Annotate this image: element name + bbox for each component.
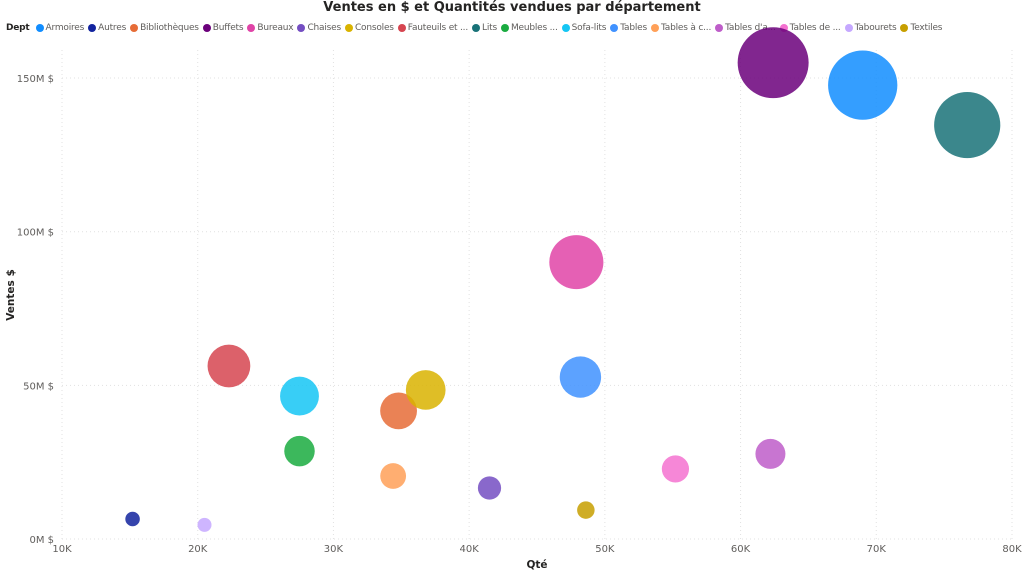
legend-dot-icon (900, 24, 909, 32)
legend-item[interactable]: Autres (88, 23, 126, 33)
legend-item[interactable]: Armoires (35, 23, 85, 33)
y-tick-label: 50M $ (23, 381, 54, 392)
legend-item[interactable]: Tables (610, 23, 647, 33)
x-tick-label: 50K (595, 544, 615, 555)
legend-label: Fauteuils et ... (407, 23, 468, 33)
legend-dot-icon (247, 24, 256, 32)
bubble-textiles[interactable] (577, 501, 595, 519)
legend-dot-icon (202, 24, 211, 32)
legend-title: Dept (6, 23, 30, 33)
bubble-meubles[interactable] (284, 435, 315, 467)
legend-label: Tables d'a... (725, 23, 776, 33)
legend-label: Tabourets (854, 23, 897, 33)
bubble-sofa-lits[interactable] (280, 376, 319, 416)
chart-title: Ventes en $ et Quantités vendues par dép… (323, 0, 701, 15)
legend-item[interactable]: Tables d'a... (715, 23, 776, 33)
bubble-tabourets[interactable] (197, 517, 212, 532)
legend-dot-icon (297, 24, 306, 32)
y-tick-label: 150M $ (17, 74, 54, 85)
legend-dot-icon (472, 24, 480, 32)
legend-item[interactable]: Tabourets (844, 23, 897, 33)
legend-dot-icon (715, 24, 724, 32)
legend-label: Tables (620, 23, 647, 33)
x-tick-label: 20K (188, 544, 208, 555)
legend-dot-icon (500, 24, 509, 32)
bubble-biblioth-ques[interactable] (380, 392, 417, 430)
legend-dot-icon (650, 24, 659, 32)
legend-dot-icon (779, 24, 788, 32)
legend-dot-icon (130, 24, 139, 32)
bubble-fauteuils-et[interactable] (207, 344, 251, 388)
legend-label: Autres (98, 23, 127, 33)
x-tick-label: 80K (1002, 544, 1022, 555)
legend-item[interactable]: Chaises (297, 23, 341, 33)
legend-item[interactable]: Meubles ... (500, 23, 558, 33)
legend-dot-icon (844, 24, 853, 32)
legend-item[interactable]: Textiles (900, 23, 943, 33)
legend-dot-icon (610, 24, 619, 32)
legend-label: Tables à c... (660, 23, 712, 33)
bubble-consoles[interactable] (405, 370, 446, 410)
legend-item[interactable]: Sofa-lits (561, 23, 607, 33)
legend-item[interactable]: Bibliothèques (130, 23, 199, 33)
legend-item[interactable]: Buffets (202, 23, 244, 33)
bubble-tables-de[interactable] (661, 455, 690, 483)
legend-label: Meubles ... (510, 23, 558, 33)
y-axis-label: Ventes $ (5, 269, 17, 321)
bubble-chaises[interactable] (477, 476, 502, 500)
legend-dot-icon (397, 24, 406, 32)
x-tick-label: 10K (52, 544, 72, 555)
bubble-lits[interactable] (934, 91, 1001, 159)
x-tick-label: 70K (867, 544, 887, 555)
bubble-tables-d-a[interactable] (755, 438, 786, 469)
legend-label: Tables de ... (789, 23, 841, 33)
legend-label: Sofa-lits (571, 23, 607, 33)
x-tick-label: 40K (459, 544, 479, 555)
legend-item[interactable]: Bureaux (247, 23, 294, 33)
bubble-tables-c[interactable] (380, 463, 407, 489)
legend-dot-icon (88, 24, 97, 32)
legend-item[interactable]: Tables à c... (650, 23, 712, 33)
legend-dot-icon (561, 24, 570, 32)
legend-dot-icon (35, 24, 44, 32)
legend-item[interactable]: Consoles (344, 23, 394, 33)
bubble-bureaux[interactable] (549, 235, 604, 290)
y-tick-label: 100M $ (17, 228, 54, 239)
legend-label: Buffets (212, 23, 244, 33)
legend-item[interactable]: Tables de ... (779, 23, 841, 33)
bubble-autres[interactable] (125, 511, 140, 527)
bubble-tables[interactable] (559, 356, 602, 398)
legend-label: Consoles (354, 23, 394, 33)
x-axis-label: Qté (526, 559, 547, 571)
x-tick-label: 30K (324, 544, 344, 555)
legend-item[interactable]: Fauteuils et ... (397, 23, 468, 33)
legend-label: Bureaux (257, 23, 294, 33)
legend-item[interactable]: Lits (472, 23, 497, 33)
legend-label: Textiles (910, 23, 943, 33)
legend-label: Chaises (307, 23, 341, 33)
bubble-buffets[interactable] (737, 27, 809, 99)
legend: Dept Armoires Autres Bibliothèques Buffets B… (6, 23, 946, 33)
bubble-armoires[interactable] (828, 50, 898, 120)
legend-dot-icon (344, 24, 353, 32)
x-tick-label: 60K (731, 544, 751, 555)
legend-label: Armoires (45, 23, 85, 33)
legend-label: Bibliothèques (140, 23, 199, 33)
y-tick-label: 0M $ (29, 535, 54, 546)
legend-label: Lits (482, 23, 497, 33)
